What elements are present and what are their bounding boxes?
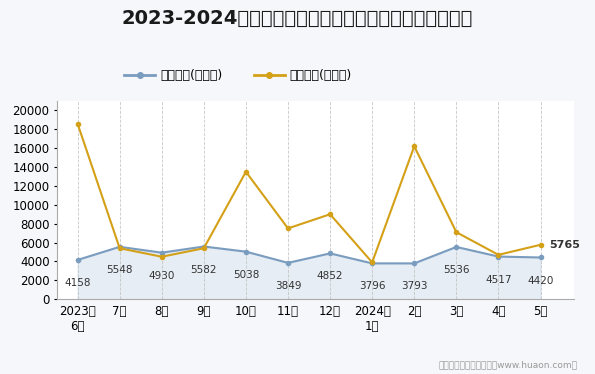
Text: 3849: 3849: [275, 281, 301, 291]
Text: 制图：华经产业研究院（www.huaon.com）: 制图：华经产业研究院（www.huaon.com）: [438, 361, 577, 370]
Text: 3793: 3793: [401, 282, 427, 291]
Text: 4158: 4158: [64, 278, 91, 288]
Text: 4930: 4930: [149, 271, 175, 281]
Text: 5765: 5765: [549, 240, 580, 250]
Text: 5536: 5536: [443, 265, 469, 275]
Text: 5548: 5548: [107, 265, 133, 275]
Text: 3796: 3796: [359, 281, 386, 291]
Text: 4420: 4420: [527, 276, 554, 285]
Text: 5038: 5038: [233, 270, 259, 280]
Text: 2023-2024年兰州市商品收发货人所在地进、出口额统计: 2023-2024年兰州市商品收发货人所在地进、出口额统计: [122, 9, 473, 28]
Legend: 出口总额(万美元), 进口总额(万美元): 出口总额(万美元), 进口总额(万美元): [119, 64, 357, 87]
Text: 5582: 5582: [190, 264, 217, 275]
Text: 4852: 4852: [317, 272, 343, 282]
Text: 4517: 4517: [485, 275, 512, 285]
